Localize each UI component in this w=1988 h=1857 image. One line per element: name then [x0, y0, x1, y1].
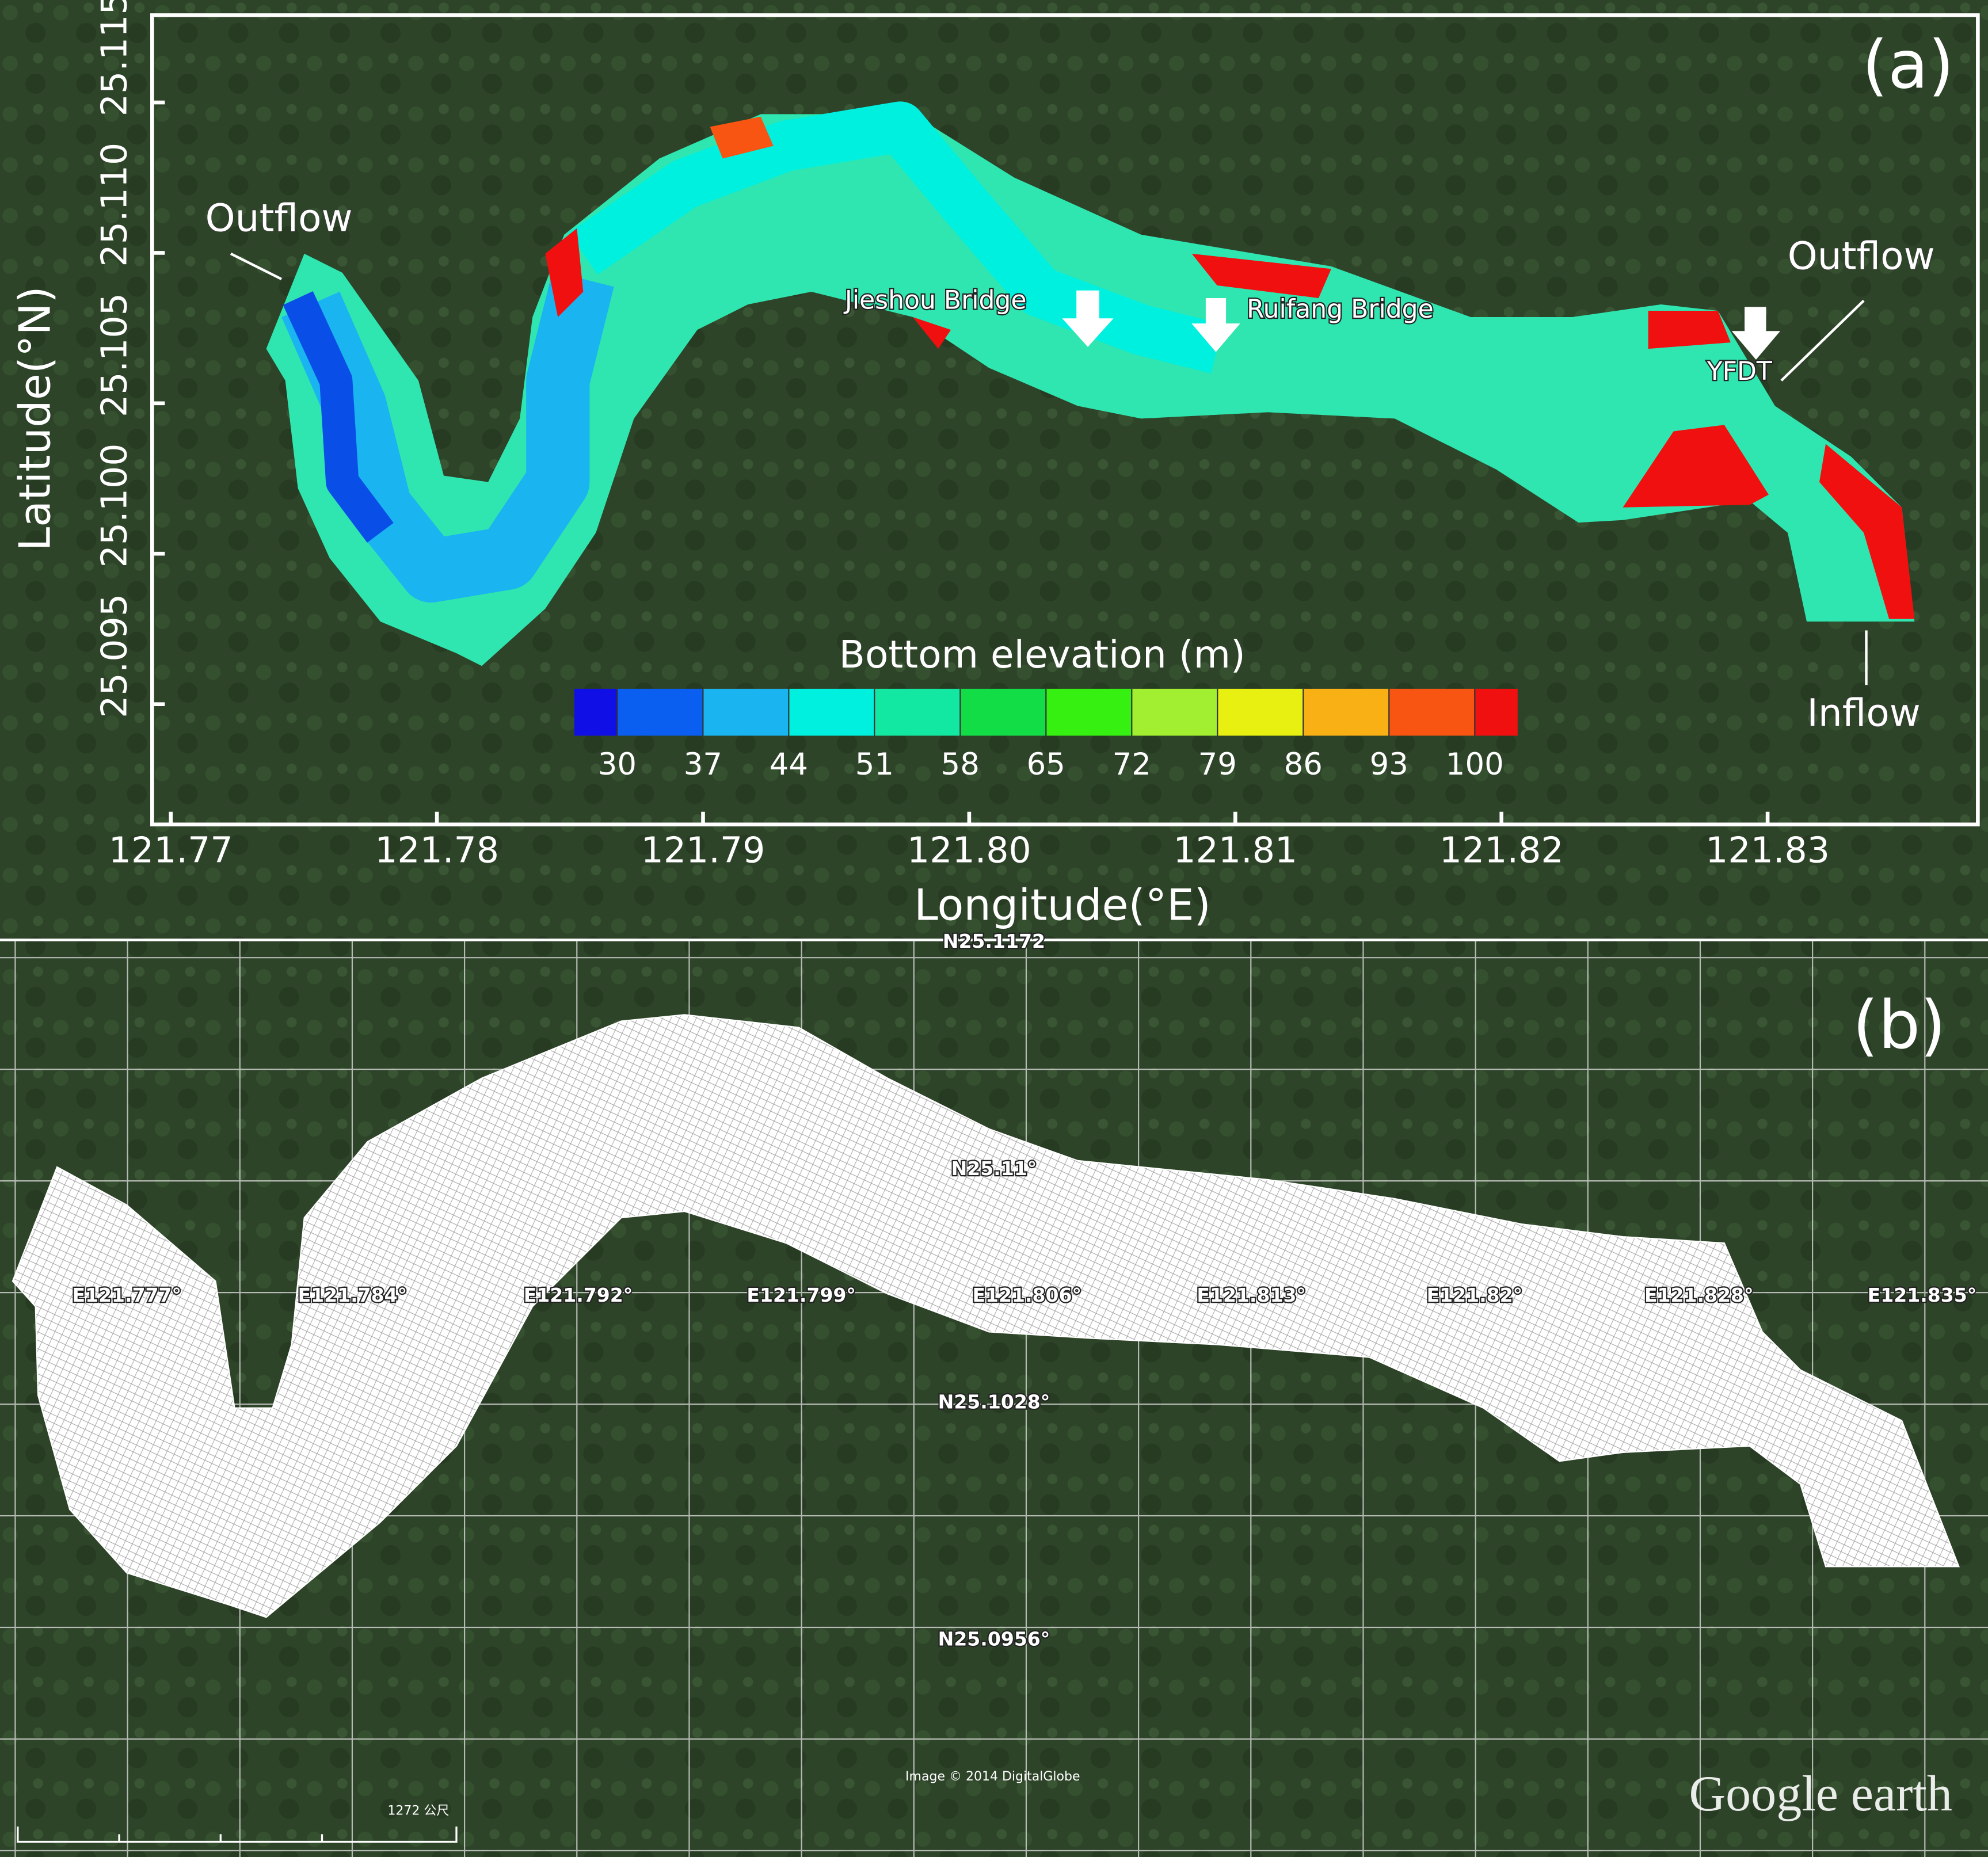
mesh: [12, 1014, 1960, 1618]
colorbar-bin: [617, 688, 703, 736]
high-area: [1623, 425, 1769, 508]
grid-label: E121.777°: [72, 1284, 181, 1306]
channel: [569, 101, 1224, 373]
river-elevation: [266, 101, 1915, 666]
grid-label: E121.82°: [1427, 1284, 1523, 1306]
colorbar-tick-label: 51: [855, 747, 894, 782]
high-area: [1648, 311, 1731, 349]
colorbar-tick-label: 79: [1198, 747, 1237, 782]
x-axis-title: Longitude(°E): [914, 880, 1211, 931]
x-tick-label: 121.83: [1705, 829, 1830, 871]
image-credit: Image © 2014 DigitalGlobe: [905, 1770, 1080, 1784]
logo: Google earth: [1689, 1766, 1952, 1822]
colorbar-bin: [1217, 688, 1304, 736]
grid-label: E121.806°: [972, 1284, 1081, 1306]
colorbar-tick-label: 44: [770, 747, 808, 782]
colorbar-tick-label: 65: [1027, 747, 1065, 782]
y-axis-title: Latitude(°N): [10, 286, 60, 551]
bridge-arrow: [1062, 290, 1114, 347]
x-tick-label: 121.79: [641, 829, 766, 871]
annotation: Ruifang Bridge: [1247, 295, 1434, 324]
channel: [281, 271, 614, 603]
annotation: Jieshou Bridge: [843, 286, 1027, 315]
colorbar-tick-label: 30: [598, 747, 637, 782]
grid-label: N25.1172: [943, 930, 1045, 952]
colorbar-tick-label: 93: [1370, 747, 1408, 782]
grid-label: N25.1028°: [938, 1390, 1050, 1413]
colorbar-tick-label: 86: [1284, 747, 1323, 782]
y-tick-label: 25.095: [94, 594, 135, 718]
colorbar-bin: [960, 688, 1046, 736]
grid-label: E121.799°: [747, 1284, 856, 1306]
colorbar-tick-label: 37: [684, 747, 722, 782]
high-area: [545, 228, 584, 318]
channel-deep: [283, 291, 394, 543]
colorbar-bin: [574, 688, 618, 736]
grid-label: E121.828°: [1644, 1284, 1754, 1306]
grid-label: E121.835°: [1868, 1284, 1977, 1306]
river: [266, 114, 1915, 666]
x-tick-label: 121.82: [1439, 829, 1564, 871]
panel-label: (b): [1853, 987, 1946, 1064]
arrow: [230, 252, 283, 280]
colorbar-bin: [789, 688, 875, 736]
y-tick-label: 25.110: [94, 143, 135, 267]
colorbar-bin: [1046, 688, 1132, 736]
x-tick-label: 121.81: [1173, 829, 1297, 871]
y-tick-label: 25.105: [94, 293, 135, 417]
high-area: [1819, 444, 1915, 619]
colorbar-bin: [874, 688, 961, 736]
grid-label: E121.784°: [298, 1284, 407, 1306]
annotation: Outflow: [1788, 234, 1935, 279]
grid-label: E121.792°: [524, 1284, 633, 1306]
colorbar-tick-label: 100: [1446, 747, 1504, 782]
x-tick-label: 121.78: [375, 829, 499, 871]
scale-bar: [17, 1827, 458, 1843]
panel-label: (a): [1862, 27, 1954, 104]
bridge-arrow: [1191, 298, 1240, 352]
colorbar-title: Bottom elevation (m): [839, 632, 1246, 677]
annotation: YFDT: [1707, 357, 1773, 386]
colorbar-tick-label: 72: [1113, 747, 1151, 782]
high-area: [1191, 253, 1331, 298]
colorbar-bin: [1303, 688, 1389, 736]
colorbar-bin: [1132, 688, 1218, 736]
x-tick-label: 121.80: [907, 829, 1031, 871]
colorbar-bin: [1475, 688, 1518, 736]
scale-label: 1272 公尺: [387, 1804, 449, 1818]
annotation: Outflow: [205, 196, 353, 241]
y-tick-label: 25.100: [94, 444, 135, 568]
arrows: [230, 252, 1868, 685]
annotation: Inflow: [1807, 691, 1920, 735]
x-tick-label: 121.77: [109, 829, 233, 871]
bridge-arrow: [1731, 307, 1781, 360]
arrow: [1780, 299, 1865, 382]
high-area: [710, 116, 774, 159]
separator: [0, 939, 1988, 941]
colorbar-tick-label: 58: [941, 747, 980, 782]
grid-label: N25.11°: [951, 1157, 1037, 1180]
colorbar-bin: [703, 688, 789, 736]
high-area: [913, 317, 951, 349]
grid-label: N25.0956°: [938, 1628, 1050, 1650]
y-tick-label: 25.115: [94, 0, 135, 116]
grid-label: E121.813°: [1197, 1284, 1306, 1306]
colorbar-bin: [1389, 688, 1475, 736]
axes-frame: [150, 13, 1980, 827]
